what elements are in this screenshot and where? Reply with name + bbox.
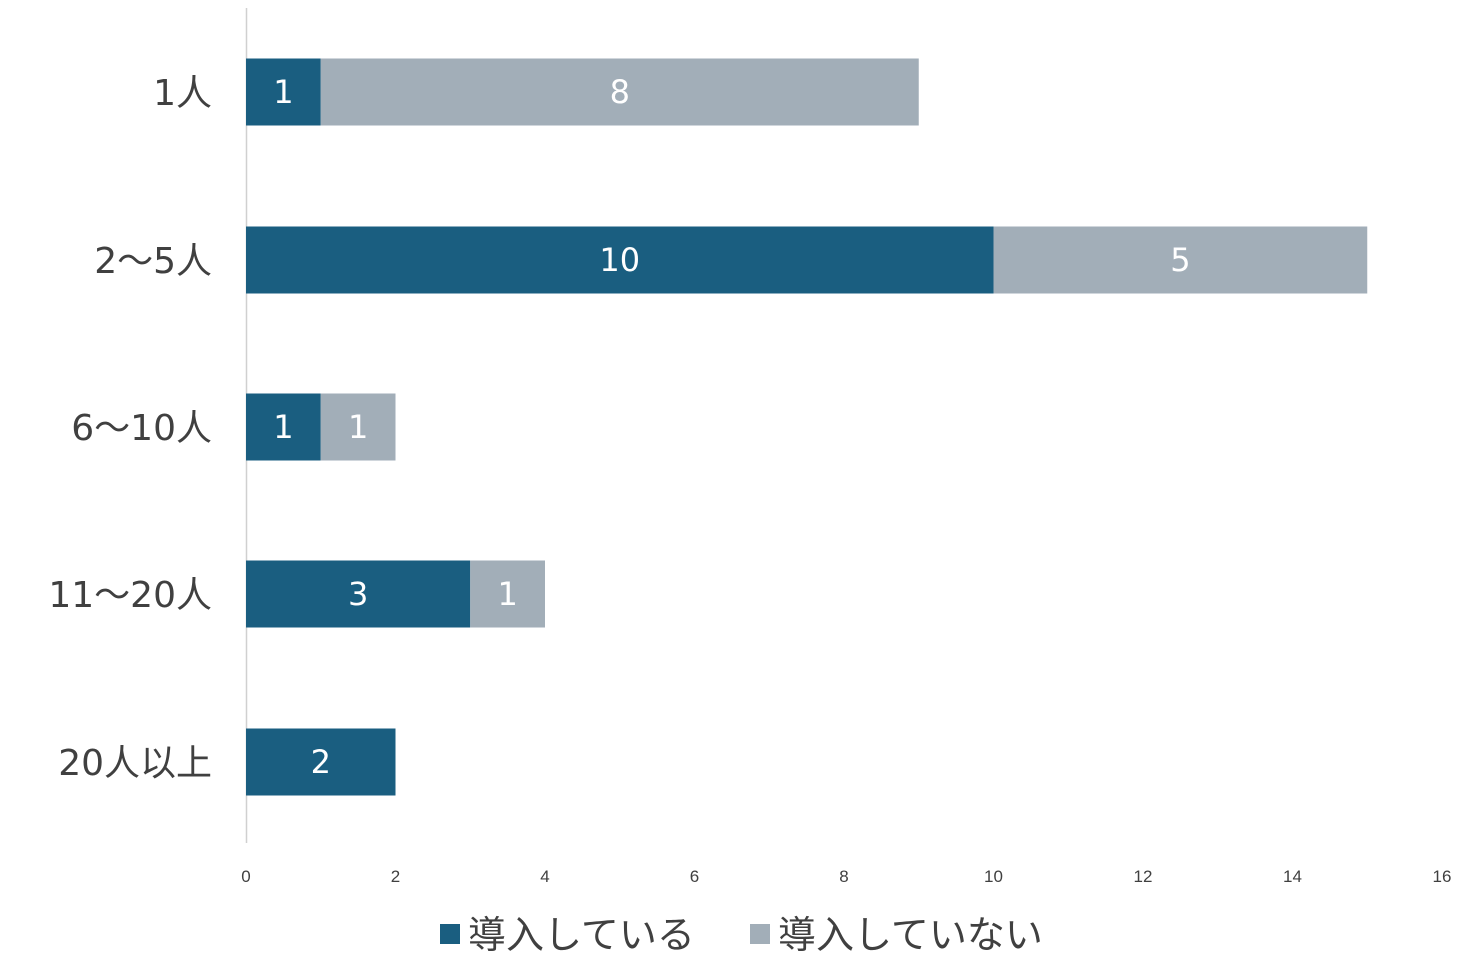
data-label: 1	[273, 408, 293, 446]
category-label: 1人	[153, 73, 212, 114]
bar-segment	[246, 58, 321, 126]
x-tick-label: 6	[690, 867, 699, 886]
bar-segment	[246, 560, 471, 628]
bar-segment	[246, 728, 396, 796]
bar-segment	[993, 226, 1368, 294]
data-label: 5	[1170, 241, 1190, 279]
legend-label: 導入している	[468, 913, 695, 957]
data-label: 10	[599, 241, 640, 279]
legend: 導入している 導入していない	[440, 913, 1043, 957]
category-label: 20人以上	[58, 743, 212, 784]
data-label: 8	[610, 73, 630, 111]
bar-segment	[320, 58, 919, 126]
bars: 1 8 10 5 1 1 3 1 2	[246, 58, 1368, 796]
x-tick-label: 12	[1134, 867, 1153, 886]
legend-label: 導入していない	[778, 913, 1043, 957]
bar-segment	[320, 393, 396, 461]
category-label: 2～5人	[94, 241, 212, 282]
x-tick-label: 4	[540, 867, 549, 886]
bar-segment	[470, 560, 545, 628]
data-label: 1	[273, 73, 293, 111]
data-label: 1	[497, 575, 517, 613]
category-label: 6～10人	[71, 408, 212, 449]
x-tick-label: 0	[241, 867, 250, 886]
bar-segment	[246, 226, 994, 294]
data-label: 1	[348, 408, 368, 446]
x-tick-label: 10	[984, 867, 1003, 886]
x-tick-label: 8	[839, 867, 848, 886]
x-tick-label: 16	[1433, 867, 1452, 886]
x-tick-label: 2	[391, 867, 400, 886]
category-label: 11～20人	[48, 575, 212, 616]
bar-segment	[246, 393, 321, 461]
legend-swatch	[440, 924, 460, 944]
legend-swatch	[750, 924, 770, 944]
data-label: 3	[348, 575, 368, 613]
x-tick-label: 14	[1283, 867, 1302, 886]
x-tick-labels: 0 2 4 6 8 10 12 14 16	[241, 867, 1451, 886]
data-label: 2	[311, 743, 331, 781]
category-labels: 1人 2～5人 6～10人 11～20人 20人以上	[48, 73, 212, 784]
